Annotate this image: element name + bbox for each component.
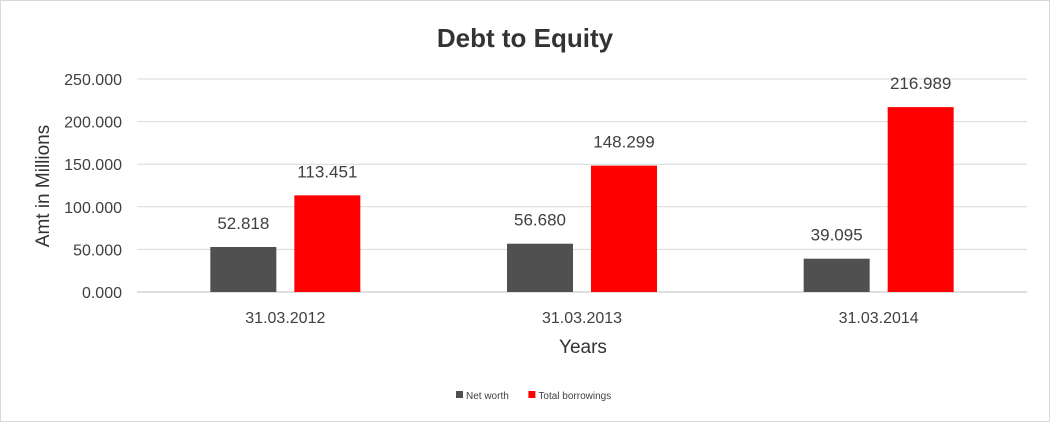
bar-net-worth [210,246,277,292]
x-tick-label: 31.03.2013 [542,310,622,327]
data-label: 148.299 [593,133,654,152]
legend-swatch [528,391,536,398]
x-tick-labels: 31.03.2012 31.03.2013 31.03.2014 [245,310,919,327]
data-label: 216.989 [890,74,951,93]
chart-title: Debt to Equity [437,23,614,53]
y-tick-labels: 0.000 50.000 100.000 150.000 200.000 250.000 [64,72,122,302]
x-tick-label: 31.03.2014 [839,310,919,327]
bar-net-worth [803,258,870,292]
bar-total-borrowings [591,165,657,292]
data-label: 39.095 [811,226,863,245]
y-tick-label: 0.000 [82,285,122,302]
x-axis-label: Years [559,337,607,358]
x-tick-label: 31.03.2012 [245,310,325,327]
y-tick-label: 250.000 [64,72,122,89]
data-label: 56.680 [514,211,566,230]
bar-total-borrowings [887,107,954,293]
y-tick-label: 50.000 [73,242,122,259]
bars [210,107,954,293]
data-labels: 52.818 113.451 56.680 148.299 39.095 216.989 [217,74,951,245]
gridlines [137,78,1027,293]
data-label: 52.818 [217,214,269,233]
y-tick-label: 100.000 [64,200,122,217]
legend-swatch [456,391,463,398]
y-axis-label: Amt in Millions [33,125,54,247]
y-tick-label: 200.000 [64,115,122,132]
legend-label: Total borrowings [538,391,611,402]
legend-label: Net worth [466,391,509,402]
data-label: 113.451 [297,162,357,181]
legend: Net worth Total borrowings [456,391,611,402]
bar-net-worth [507,243,573,292]
bar-total-borrowings [294,195,361,292]
y-tick-label: 150.000 [64,157,122,174]
